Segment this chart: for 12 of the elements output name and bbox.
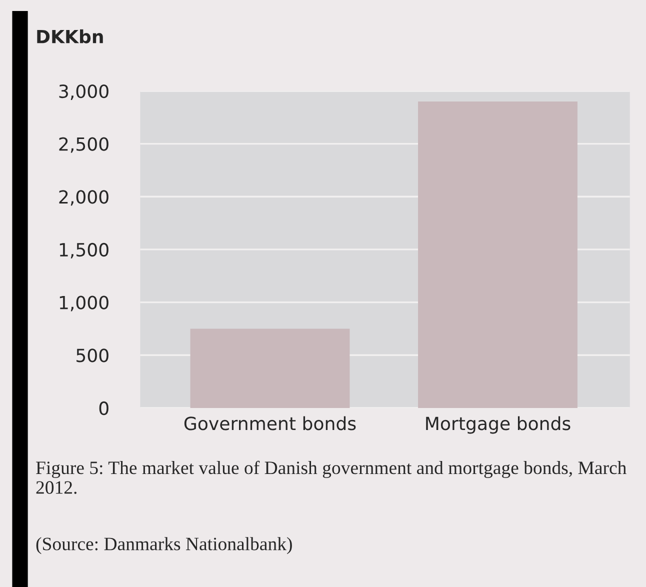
caption: Figure 5: The market value of Danish government and mortgage bonds, March 2012. <box>36 460 626 494</box>
y-tick-label: 3,000 <box>59 84 108 100</box>
x-tick-label: Mortgage bonds <box>426 416 570 434</box>
y-tick-label: 2,000 <box>59 190 108 206</box>
y-tick-label: 1,500 <box>60 242 108 258</box>
x-tick-label: Government bonds <box>184 416 356 430</box>
y-tick-label: 1,000 <box>60 296 108 312</box>
y-tick-label: 500 <box>76 348 108 362</box>
y-axis-title: DKKbn <box>37 29 103 44</box>
y-tick-label: 0 <box>99 401 108 416</box>
y-tick-label: 2,500 <box>59 137 108 153</box>
text: (Source: Danmarks Nationalbank) <box>36 537 292 554</box>
